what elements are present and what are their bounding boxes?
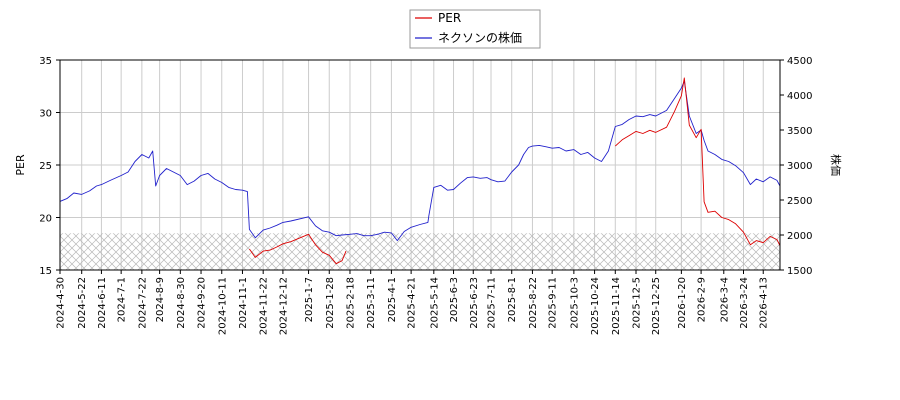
left-tick-label: 20 — [39, 214, 52, 225]
legend-label-per: PER — [438, 11, 461, 25]
x-tick-label: 2025-10-3 — [569, 277, 580, 329]
series-layer — [60, 77, 780, 265]
x-tick-label: 2025-5-14 — [429, 277, 440, 329]
x-tick-label: 2026-3-24 — [739, 277, 750, 329]
left-tick-label: 15 — [39, 266, 52, 277]
legend-box — [409, 9, 541, 49]
x-tick-label: 2025-8-1 — [507, 277, 518, 322]
x-tick-label: 2024-10-11 — [217, 277, 228, 335]
series-line-price — [60, 80, 780, 242]
right-tick-label: 3000 — [787, 161, 812, 172]
x-tick-label: 2025-12-25 — [651, 277, 662, 335]
x-tick-label: 2024-12-12 — [278, 277, 289, 335]
x-tick-label: 2024-8-9 — [155, 277, 166, 322]
right-tick-label: 3500 — [787, 126, 812, 137]
x-tick-label: 2025-6-3 — [449, 277, 460, 322]
x-tick-label: 2025-1-28 — [325, 277, 336, 329]
left-tick-label: 25 — [39, 161, 52, 172]
x-tick-label: 2025-3-11 — [366, 277, 377, 329]
x-tick-label: 2026-1-20 — [677, 277, 688, 329]
left-tick-label: 30 — [39, 109, 52, 120]
x-tick-label: 2025-1-7 — [304, 277, 315, 322]
legend: PER ネクソンの株価 — [409, 9, 541, 49]
legend-label-price: ネクソンの株価 — [438, 30, 522, 45]
right-tick-label: 4500 — [787, 56, 812, 67]
x-tick-label: 2025-8-22 — [528, 277, 539, 329]
x-tick-label: 2024-7-1 — [117, 277, 128, 322]
right-tick-label: 1500 — [787, 266, 812, 277]
left-axis-title: PER — [14, 154, 27, 176]
right-tick-label: 4000 — [787, 91, 812, 102]
x-tick-label: 2025-4-1 — [387, 277, 398, 322]
hatched-band — [60, 233, 780, 270]
x-tick-label: 2025-7-11 — [487, 277, 498, 329]
x-tick-label: 2026-2-9 — [697, 277, 708, 322]
left-axis-ticks: 15 20 25 30 35 — [39, 56, 60, 277]
x-tick-label: 2024-11-22 — [259, 277, 270, 335]
x-tick-label: 2024-5-22 — [77, 277, 88, 329]
left-tick-label: 35 — [39, 56, 52, 67]
right-axis-title: 株価 — [829, 154, 843, 176]
x-tick-label: 2025-12-5 — [632, 277, 643, 329]
x-tick-label: 2024-9-20 — [197, 277, 208, 329]
x-tick-label: 2025-6-23 — [469, 277, 480, 329]
x-tick-label: 2025-9-11 — [548, 277, 559, 329]
x-tick-label: 2025-4-21 — [407, 277, 418, 329]
x-tick-label: 2025-10-24 — [590, 277, 601, 335]
x-tick-label: 2024-7-22 — [137, 277, 148, 329]
x-tick-label: 2024-11-1 — [238, 277, 249, 329]
x-tick-label: 2024-6-11 — [97, 277, 108, 329]
right-tick-label: 2000 — [787, 231, 812, 242]
x-axis-ticks: 2024-4-30 2024-5-22 2024-6-11 2024-7-1 2024-… — [56, 270, 770, 335]
x-tick-label: 2025-2-18 — [345, 277, 356, 329]
x-tick-label: 2024-4-30 — [56, 277, 67, 329]
series-line-per — [249, 77, 780, 265]
x-tick-label: 2025-11-14 — [611, 277, 622, 335]
x-tick-label: 2026-4-13 — [759, 277, 770, 329]
right-axis-ticks: 1500 2000 2500 3000 3500 4000 4500 — [780, 56, 812, 277]
right-tick-label: 2500 — [787, 196, 812, 207]
x-tick-label: 2026-3-4 — [719, 277, 730, 322]
x-tick-label: 2024-8-30 — [176, 277, 187, 329]
